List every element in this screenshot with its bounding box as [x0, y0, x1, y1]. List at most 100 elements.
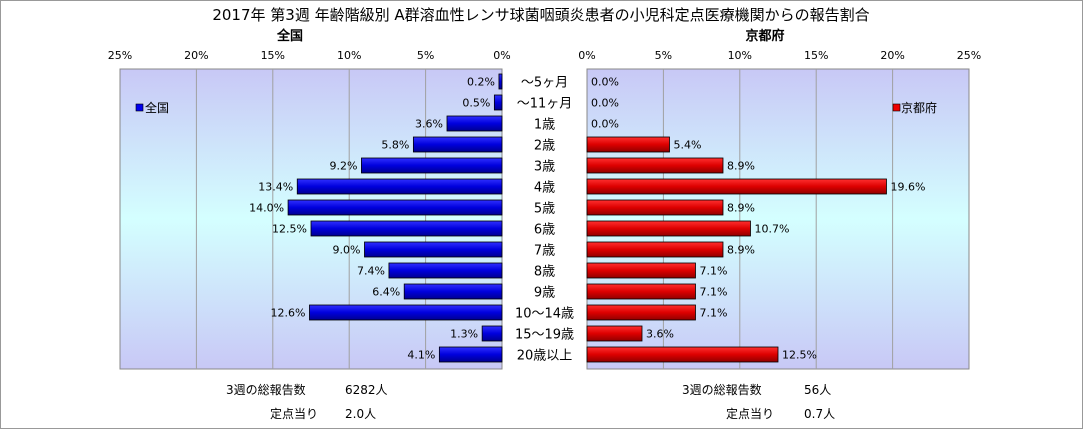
left-legend: 全国 — [135, 100, 169, 115]
right-bar — [586, 199, 724, 216]
left-gridlines — [195, 69, 427, 369]
right-bar — [586, 283, 696, 300]
category-label: 10〜14歳 — [515, 307, 574, 322]
right-legend-swatch — [892, 103, 901, 112]
left-value-label: 9.2% — [329, 160, 357, 173]
category-label: 15〜19歳 — [515, 328, 574, 343]
left-value-label: 1.3% — [450, 328, 478, 341]
category-label: 2歳 — [534, 139, 555, 154]
right-total-label: 3週の総報告数 — [682, 382, 762, 397]
left-value-label: 3.6% — [415, 118, 443, 131]
right-value-label: 8.9% — [727, 244, 755, 257]
left-value-label: 6.4% — [372, 286, 400, 299]
left-bar — [361, 157, 503, 174]
left-bar — [388, 262, 503, 279]
left-panel-label: 全国 — [276, 28, 303, 44]
right-tick-label: 0% — [578, 49, 595, 62]
right-panel-label: 京都府 — [745, 28, 784, 44]
category-label: 1歳 — [534, 118, 555, 133]
right-bar — [586, 136, 670, 153]
left-value-label: 5.8% — [381, 139, 409, 152]
left-per-value: 2.0人 — [345, 407, 376, 421]
category-label: 4歳 — [534, 181, 555, 196]
left-tick-label: 25% — [108, 49, 132, 62]
left-total-value: 6282人 — [345, 383, 388, 397]
category-label: 8歳 — [534, 265, 555, 280]
right-tick-label: 25% — [957, 49, 981, 62]
left-tick-labels: 25% 20% 15% 10% 5% 0% — [108, 49, 511, 62]
left-value-label: 0.5% — [462, 97, 490, 110]
left-legend-swatch — [135, 103, 144, 112]
category-label: 9歳 — [534, 286, 555, 301]
right-value-label: 0.0% — [591, 118, 619, 131]
left-tick-label: 10% — [337, 49, 361, 62]
category-label: 〜5ヶ月 — [521, 76, 568, 91]
left-tick-label: 15% — [261, 49, 285, 62]
right-bar — [586, 220, 751, 237]
right-bars — [586, 136, 887, 363]
right-value-label: 3.6% — [646, 328, 674, 341]
left-value-label: 14.0% — [249, 202, 284, 215]
left-bar — [498, 73, 503, 90]
left-bar — [493, 94, 503, 111]
right-tick-label: 10% — [728, 49, 752, 62]
left-bar — [309, 304, 503, 321]
right-value-label: 8.9% — [727, 202, 755, 215]
left-legend-label: 全国 — [145, 100, 169, 115]
right-value-label: 0.0% — [591, 76, 619, 89]
right-value-label: 0.0% — [591, 97, 619, 110]
right-bar — [586, 346, 779, 363]
left-plot-area — [119, 68, 503, 370]
left-bar — [438, 346, 503, 363]
right-bar — [586, 304, 696, 321]
left-tick-label: 5% — [417, 49, 434, 62]
right-value-label: 5.4% — [674, 139, 702, 152]
left-bar — [310, 220, 503, 237]
category-labels: 〜5ヶ月〜11ヶ月 1歳 2歳 3歳 4歳 5歳 6歳 7歳 8歳 9歳 10〜14歳 15〜19歳 2… — [515, 76, 574, 364]
category-label: 5歳 — [534, 202, 555, 217]
left-bar — [287, 199, 503, 216]
left-value-labels: 0.2% 0.5% 3.6% 5.8% 9.2% 13.4% 14.0% 12.5% 9.0% 7… — [249, 76, 495, 362]
left-value-label: 13.4% — [258, 181, 293, 194]
left-tick-label: 20% — [184, 49, 208, 62]
right-per-value: 0.7人 — [804, 407, 835, 421]
right-legend-label: 京都府 — [901, 100, 937, 115]
right-total-value: 56人 — [804, 383, 831, 397]
left-bar — [296, 178, 503, 195]
right-value-label: 7.1% — [699, 265, 727, 278]
category-label: 3歳 — [534, 160, 555, 175]
right-tick-label: 5% — [655, 49, 672, 62]
right-value-labels: 0.0%0.0%0.0%5.4%8.9%19.6%8.9%10.7%8.9%7.… — [591, 76, 925, 362]
left-value-label: 0.2% — [467, 76, 495, 89]
right-value-label: 7.1% — [699, 307, 727, 320]
right-per-label: 定点当り — [726, 406, 774, 421]
right-value-label: 12.5% — [782, 349, 817, 362]
right-tick-labels: 0% 5% 10% 15% 20% 25% — [578, 49, 981, 62]
category-label: 7歳 — [534, 244, 555, 259]
left-bar — [412, 136, 503, 153]
left-bar — [364, 241, 503, 258]
left-value-label: 4.1% — [407, 349, 435, 362]
right-bar — [586, 241, 724, 258]
left-bar — [446, 115, 503, 132]
left-value-label: 12.5% — [272, 223, 307, 236]
right-legend: 京都府 — [892, 100, 937, 115]
left-bar — [481, 325, 503, 342]
right-value-label: 7.1% — [699, 286, 727, 299]
category-label: 〜11ヶ月 — [517, 97, 573, 112]
right-bar — [586, 178, 887, 195]
left-tick-label: 0% — [493, 49, 510, 62]
left-total-label: 3週の総報告数 — [226, 382, 306, 397]
right-bar — [586, 262, 696, 279]
category-label: 6歳 — [534, 223, 555, 238]
right-value-label: 10.7% — [754, 223, 789, 236]
left-value-label: 7.4% — [357, 265, 385, 278]
left-value-label: 9.0% — [333, 244, 361, 257]
left-bars — [287, 73, 503, 363]
right-tick-label: 20% — [880, 49, 904, 62]
left-value-label: 12.6% — [271, 307, 306, 320]
left-per-label: 定点当り — [270, 406, 318, 421]
right-bar — [586, 325, 643, 342]
